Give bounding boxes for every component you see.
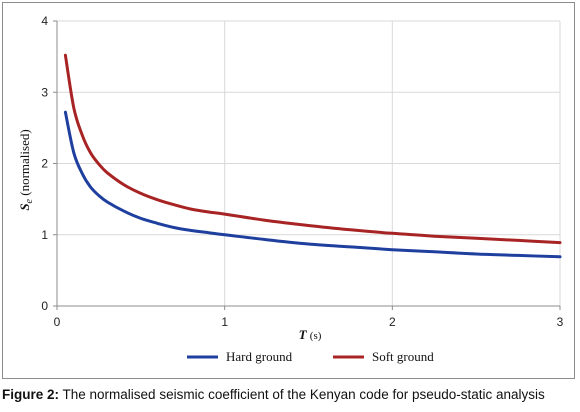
series-line-soft-ground [63,53,562,245]
x-tick-label-0: 0 [54,315,61,329]
y-tick-label-2: 2 [41,157,48,171]
x-axis-label: T (s) [299,327,322,342]
y-axis-label: Se (normalised) [17,129,35,210]
y-tick-label-4: 4 [41,14,48,28]
y-tick-labels: 0 1 2 3 4 [41,14,48,313]
y-tick-label-3: 3 [41,85,48,99]
x-axis-label-var: T [299,327,308,342]
figure-frame: 0 1 2 3 4 0 1 2 3 Se (normalised) T (s) Hard gr… [2,2,575,379]
caption-text: The normalised seismic coefficient of th… [59,387,545,402]
legend-label-hard-ground: Hard ground [226,349,293,364]
x-tick-label-1: 1 [221,315,228,329]
y-axis-label-var: S [17,203,32,210]
figure-caption: Figure 2: The normalised seismic coeffic… [2,387,545,402]
x-tick-label-2: 2 [389,315,396,329]
y-tick-label-0: 0 [41,299,48,313]
y-tick-label-1: 1 [41,228,48,242]
axes [53,20,561,310]
caption-label: Figure 2: [2,387,60,402]
x-axis-label-unit: (s) [310,330,322,342]
x-tick-labels: 0 1 2 3 [54,315,564,329]
grid [57,20,561,306]
legend: Hard ground Soft ground [187,349,434,364]
y-axis-label-sub: e [24,198,35,203]
series-line-hard-ground [63,110,562,259]
seismic-coefficient-chart: 0 1 2 3 4 0 1 2 3 Se (normalised) T (s) Hard gr… [17,14,564,364]
x-tick-label-3: 3 [557,315,564,329]
legend-label-soft-ground: Soft ground [372,349,434,364]
y-axis-label-unit: (normalised) [17,129,32,195]
series-lines [63,53,562,259]
